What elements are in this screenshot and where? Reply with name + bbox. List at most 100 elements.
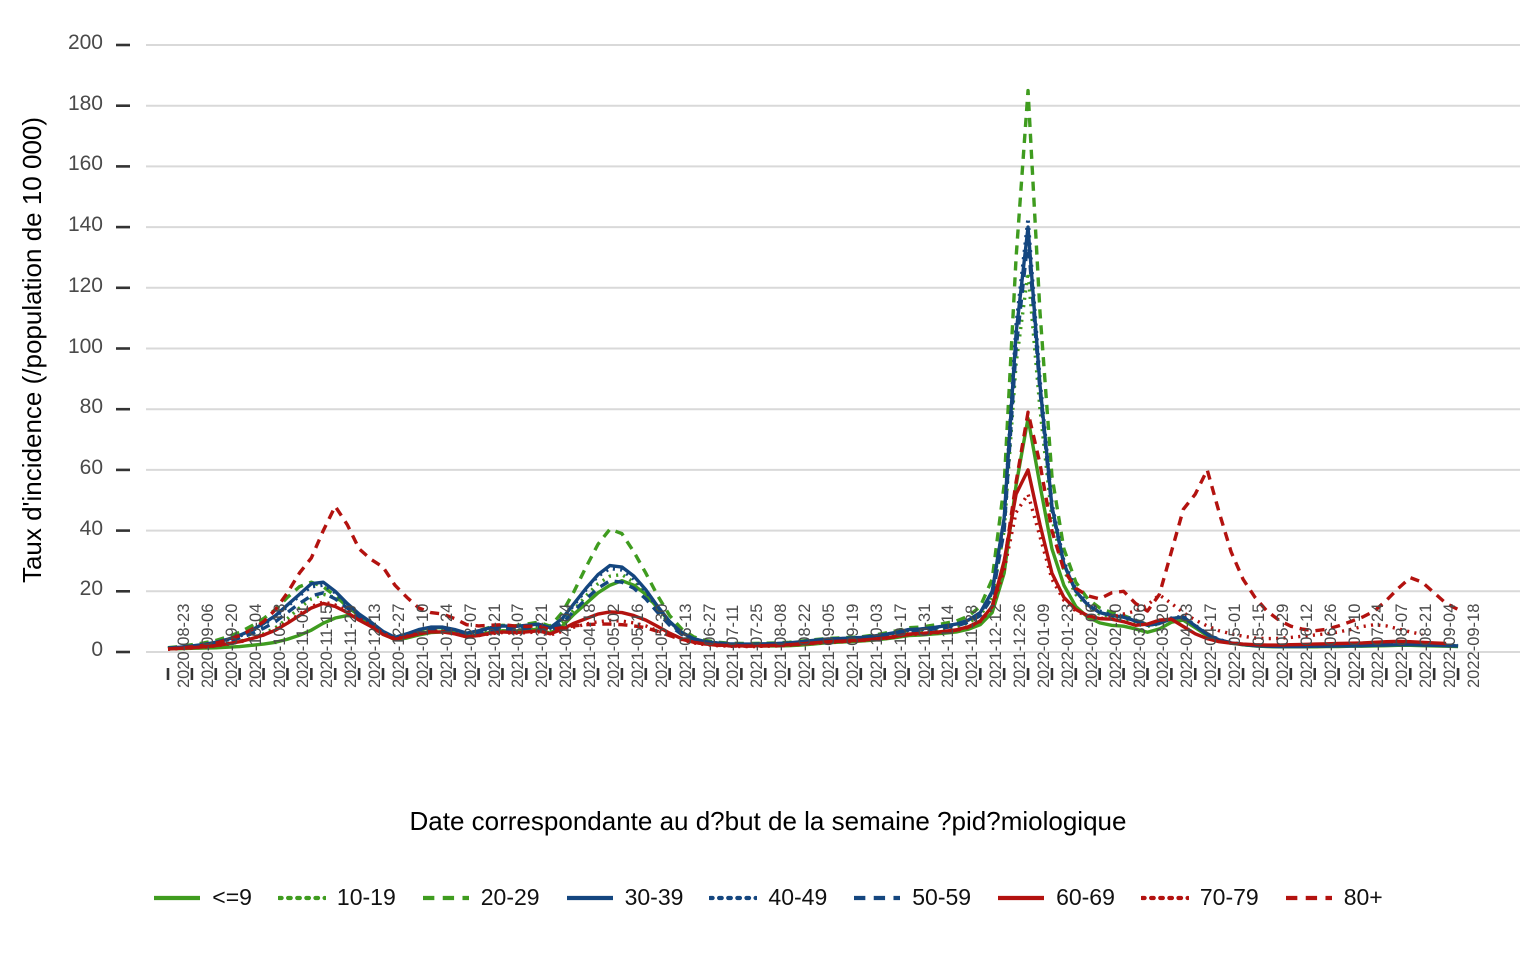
- x-tick-label: 2022-06-26: [1321, 603, 1340, 688]
- y-tick-label: 0: [91, 638, 103, 661]
- legend-label: 10-19: [336, 884, 396, 910]
- x-tick-label: 2020-09-20: [222, 603, 241, 688]
- y-tick-label: 160: [67, 152, 103, 176]
- x-tick-label: 2022-08-21: [1417, 603, 1436, 688]
- x-tick-label: 2022-05-01: [1226, 603, 1245, 688]
- x-tick-label: 2020-12-27: [390, 603, 408, 688]
- x-tick-label: 2021-10-31: [915, 603, 934, 688]
- x-tick-label: 2022-07-24: [1369, 603, 1388, 688]
- x-tick-label: 2021-02-21: [485, 603, 504, 688]
- legend-item--9[interactable]: <=9: [153, 884, 252, 911]
- x-tick-label: 2022-02-06: [1082, 603, 1101, 688]
- legend-key-icon: [1140, 895, 1189, 900]
- x-tick-label: 2021-08-08: [772, 603, 791, 688]
- x-tick-label: 2022-05-15: [1250, 603, 1269, 688]
- x-tick-label: 2021-12-12: [987, 603, 1006, 688]
- x-tick-label: 2021-10-17: [891, 603, 910, 688]
- x-tick-label: 2020-12-13: [366, 603, 385, 688]
- legend-label: 70-79: [1199, 884, 1259, 910]
- x-tick-label: 2021-01-10: [413, 603, 432, 688]
- x-tick-label: 2020-10-18: [270, 603, 289, 688]
- x-tick-label: 2021-07-25: [748, 603, 767, 688]
- legend-key-icon: [854, 895, 901, 900]
- legend: <=9 10-19 20-29 30-39 40-49 50-59 60-69 70-79 80…: [0, 884, 1536, 911]
- legend-key-icon: [422, 895, 469, 900]
- y-tick-label: 120: [67, 273, 103, 297]
- legend-label: 40-49: [768, 884, 828, 910]
- series-line-60-69: [167, 468, 1447, 651]
- x-tick-label: 2022-03-20: [1154, 603, 1173, 688]
- x-tick-label: 2022-04-17: [1202, 603, 1221, 688]
- series-line-20-29: [167, 88, 1459, 650]
- x-tick-label: 2021-02-07: [461, 603, 480, 688]
- x-tick-label: 2021-06-27: [700, 603, 719, 688]
- legend-key-icon: [277, 895, 326, 900]
- x-tick-label: 2020-11-15: [318, 604, 337, 688]
- x-tick-label: 2021-08-22: [796, 603, 815, 688]
- y-tick-label: 200: [67, 31, 103, 54]
- y-tick-marks: [116, 43, 130, 654]
- x-tick-label: 2020-08-23: [175, 603, 193, 688]
- legend-item-50-59[interactable]: 50-59: [853, 884, 971, 911]
- x-tick-label: 2021-09-19: [843, 603, 862, 688]
- legend-item-80-[interactable]: 80+: [1285, 884, 1383, 911]
- x-tick-label: 2021-05-02: [605, 603, 624, 688]
- x-tick-label: 2021-01-24: [437, 603, 456, 688]
- x-tick-label: 2022-05-29: [1273, 603, 1292, 688]
- legend-item-60-69[interactable]: 60-69: [997, 884, 1115, 911]
- x-tick-label: 2022-09-04: [1441, 603, 1460, 688]
- x-tick-label: 2021-07-11: [724, 604, 743, 688]
- y-tick-label: 80: [79, 395, 103, 419]
- y-tick-label: 40: [79, 516, 103, 540]
- legend-label: 60-69: [1056, 884, 1115, 910]
- legend-key-icon: [1285, 895, 1332, 900]
- legend-label: 20-29: [480, 884, 540, 910]
- x-tick-label: 2022-03-06: [1130, 603, 1149, 688]
- legend-item-10-19[interactable]: 10-19: [277, 884, 396, 911]
- legend-key-icon: [566, 895, 613, 900]
- x-tick-label: 2021-11-28: [963, 604, 982, 688]
- x-tick-label: 2022-06-12: [1297, 603, 1316, 688]
- legend-item-20-29[interactable]: 20-29: [422, 884, 540, 911]
- x-tick-label: 2021-04-04: [557, 603, 576, 688]
- legend-item-30-39[interactable]: 30-39: [566, 884, 684, 911]
- x-tick-label: 2021-05-16: [628, 603, 647, 688]
- series-line-50-59: [167, 237, 1459, 651]
- legend-label: 50-59: [912, 884, 972, 910]
- x-tick-label: 2021-04-18: [581, 603, 600, 688]
- legend-label: <=9: [212, 884, 252, 910]
- x-tick-label: 2022-08-07: [1393, 603, 1412, 688]
- x-tick-label: 2021-10-03: [867, 603, 886, 688]
- x-tick-label: 2022-04-03: [1178, 603, 1197, 688]
- x-tick-label: 2021-11-14: [939, 604, 958, 688]
- series-line-80-: [167, 410, 1459, 651]
- y-tick-label: 60: [79, 455, 103, 479]
- legend-key-icon: [998, 895, 1045, 900]
- x-tick-label: 2021-12-26: [1011, 603, 1030, 688]
- x-tick-label: 2022-07-10: [1345, 603, 1364, 688]
- x-tick-label: 2022-09-18: [1465, 603, 1484, 688]
- series-line-40-49: [167, 216, 1459, 650]
- y-tick-label: 20: [79, 577, 103, 601]
- x-tick-label: 2021-06-13: [676, 603, 695, 688]
- legend-key-icon: [154, 895, 201, 900]
- legend-item-40-49[interactable]: 40-49: [709, 884, 827, 911]
- series-lines: [167, 88, 1459, 651]
- x-tick-label: 2021-05-30: [652, 603, 671, 688]
- x-tick-label: 2022-01-23: [1058, 603, 1077, 688]
- x-tick-marks: [166, 668, 1460, 680]
- y-tick-label: 100: [67, 334, 103, 358]
- gridlines: [146, 44, 1520, 653]
- legend-label: 80+: [1343, 884, 1383, 910]
- legend-item-70-79[interactable]: 70-79: [1140, 884, 1259, 911]
- x-tick-label: 2021-09-05: [820, 603, 839, 688]
- y-tick-label: 180: [67, 91, 103, 115]
- x-tick-label: 2020-09-06: [198, 603, 217, 688]
- x-tick-label: 2021-03-21: [533, 603, 552, 688]
- legend-label: 30-39: [624, 884, 684, 910]
- x-tick-label: 2022-01-09: [1035, 603, 1054, 688]
- x-tick-label: 2020-11-01: [294, 604, 313, 688]
- series-line-30-39: [167, 225, 1459, 650]
